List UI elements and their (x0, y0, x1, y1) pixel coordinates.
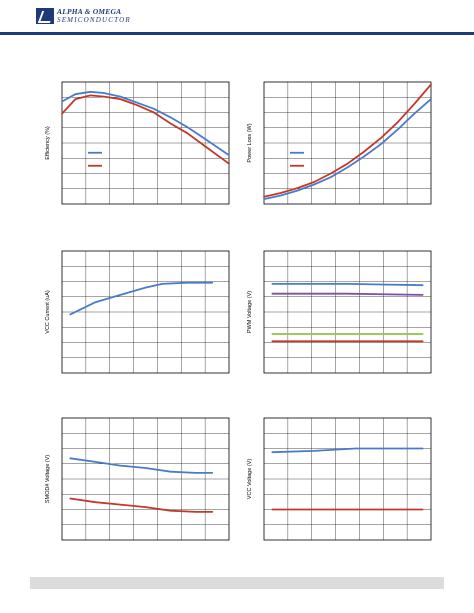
page-header: ALPHA & OMEGA SEMICONDUCTOR (0, 0, 474, 38)
chart-power-loss: Power Loss (W) (247, 81, 432, 205)
series-line-1 (271, 447, 424, 454)
y-axis-title: SMOD# Voltage (V) (45, 455, 51, 503)
y-axis-title: VCC Voltage (V) (247, 459, 253, 500)
y-axis-title: Power Loss (W) (247, 123, 253, 162)
chart-efficiency: Efficiency (%) (45, 81, 230, 205)
footer-bar (30, 577, 444, 589)
header-rule (0, 32, 474, 35)
series-line-1 (69, 457, 214, 474)
y-axis-title: PWM Voltage (V) (247, 291, 253, 333)
chart-vcc-current: VCC Current (uA) (45, 250, 230, 374)
series-line-1 (263, 98, 432, 201)
chart-pwm-voltage: PWM Voltage (V) (247, 250, 432, 374)
logo-mark-icon (36, 8, 54, 24)
series-line-1 (69, 281, 214, 316)
chart-smod-voltage: SMOD# Voltage (V) (45, 417, 230, 541)
series-line-1 (61, 90, 230, 157)
series-line-2 (271, 292, 424, 296)
logo-line-2: SEMICONDUCTOR (57, 16, 131, 24)
logo-text: ALPHA & OMEGA SEMICONDUCTOR (57, 7, 131, 25)
chart-vcc-voltage: VCC Voltage (V) (247, 417, 432, 541)
company-logo: ALPHA & OMEGA SEMICONDUCTOR (36, 8, 131, 24)
y-axis-title: VCC Current (uA) (45, 290, 51, 334)
series-line-2 (69, 497, 214, 513)
series-line-2 (61, 94, 230, 165)
series-line-2 (263, 83, 432, 198)
series-line-1 (271, 282, 424, 287)
y-axis-title: Efficiency (%) (45, 126, 51, 160)
logo-line-1: ALPHA & OMEGA (57, 7, 122, 16)
